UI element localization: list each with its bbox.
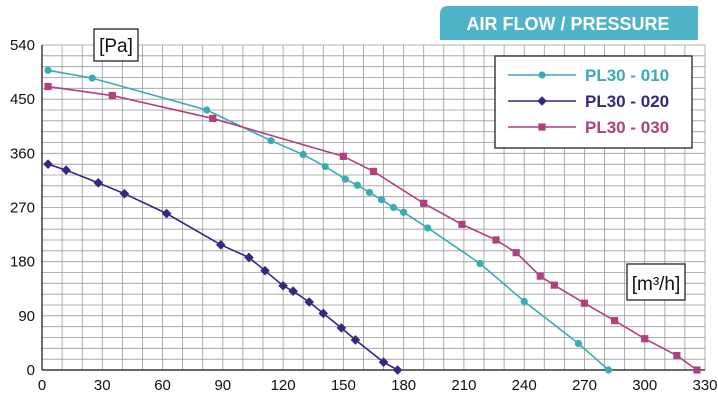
chart-grid: [41, 44, 706, 371]
header-tab: [440, 6, 698, 40]
legend-label: PL30 - 030: [585, 118, 669, 137]
data-point: [339, 152, 347, 160]
x-tick-label: 60: [154, 377, 171, 394]
x-tick-label: 30: [94, 377, 111, 394]
data-point: [580, 299, 589, 307]
data-point: [278, 280, 288, 291]
chart-axes: [41, 45, 705, 371]
data-point: [336, 323, 347, 333]
data-point: [538, 71, 546, 79]
data-point: [216, 240, 226, 250]
data-point: [365, 188, 374, 197]
data-point: [304, 297, 315, 307]
data-point: [43, 159, 53, 169]
series-line: [47, 163, 398, 371]
data-point: [260, 265, 270, 276]
data-point: [538, 123, 546, 131]
x-tick-label: 120: [271, 377, 296, 394]
y-tick-label: 540: [10, 37, 35, 54]
x-tick-label: 150: [331, 377, 356, 394]
legend-label: PL30 - 010: [585, 66, 669, 85]
data-point: [318, 308, 329, 319]
data-point: [288, 286, 298, 296]
y-unit-text: [Pa]: [99, 36, 133, 57]
data-series: [43, 66, 701, 375]
x-tick-label: 300: [632, 377, 657, 394]
y-tick-label: 360: [10, 145, 35, 162]
series-2: [43, 159, 403, 375]
series-3: [44, 82, 701, 374]
data-point: [604, 366, 613, 374]
y-tick-label: 180: [10, 254, 35, 271]
y-tick-label: 90: [18, 308, 35, 325]
data-point: [610, 317, 619, 325]
x-tick-label: 0: [38, 377, 46, 394]
data-point: [392, 365, 403, 375]
legend-entry: PL30 - 020: [508, 92, 669, 111]
data-point: [492, 236, 500, 244]
data-point: [88, 74, 96, 82]
data-point: [673, 351, 681, 360]
data-point: [420, 199, 428, 207]
data-point: [458, 220, 466, 228]
x-tick-label: 330: [692, 377, 717, 394]
data-point: [574, 339, 583, 348]
y-tick-label: 270: [10, 200, 35, 217]
data-point: [161, 208, 172, 219]
series-1: [44, 66, 613, 374]
data-point: [244, 252, 254, 263]
data-point: [44, 66, 52, 74]
data-point: [203, 106, 211, 114]
y-tick-label: 450: [10, 91, 35, 108]
data-point: [424, 224, 432, 232]
data-point: [299, 150, 307, 159]
data-point: [536, 272, 544, 280]
data-point: [389, 203, 398, 212]
tick-labels: 0 30 60 90 120 150 180 210 240 270 300 330 0 90 180 270…: [10, 37, 718, 394]
data-point: [353, 181, 362, 189]
data-point: [378, 357, 389, 367]
x-unit-text: [m³/h]: [632, 274, 681, 295]
series-line: [47, 85, 698, 371]
x-tick-label: 270: [572, 377, 597, 394]
data-point: [520, 297, 528, 305]
x-tick-label: 180: [391, 377, 416, 394]
data-point: [93, 178, 104, 188]
data-point: [108, 91, 116, 100]
data-point: [550, 281, 558, 289]
data-point: [119, 188, 130, 199]
data-point: [512, 249, 520, 257]
x-tick-label: 210: [451, 377, 476, 394]
y-unit-label: [Pa]: [93, 28, 139, 62]
x-tick-label: 90: [214, 377, 231, 394]
y-tick-label: 0: [27, 362, 35, 379]
x-unit-label: [m³/h]: [626, 263, 686, 301]
data-point: [641, 335, 649, 343]
data-point: [377, 196, 386, 204]
legend-entry: PL30 - 010: [508, 66, 669, 85]
data-point: [693, 366, 701, 374]
data-point: [350, 335, 361, 345]
data-point: [209, 114, 217, 123]
x-tick-label: 240: [512, 377, 537, 394]
legend: PL30 - 010 PL30 - 020 PL30 - 030: [494, 55, 693, 149]
data-point: [369, 167, 378, 175]
data-point: [267, 137, 275, 145]
data-point: [321, 162, 329, 171]
data-point: [476, 259, 484, 268]
chart-title: AIR FLOW / PRESSURE: [466, 14, 669, 34]
data-point: [61, 165, 71, 175]
data-point: [537, 96, 547, 106]
legend-entry: PL30 - 030: [508, 118, 669, 137]
legend-label: PL30 - 020: [585, 92, 669, 111]
data-point: [400, 208, 408, 216]
data-point: [341, 175, 349, 183]
data-point: [44, 82, 52, 91]
